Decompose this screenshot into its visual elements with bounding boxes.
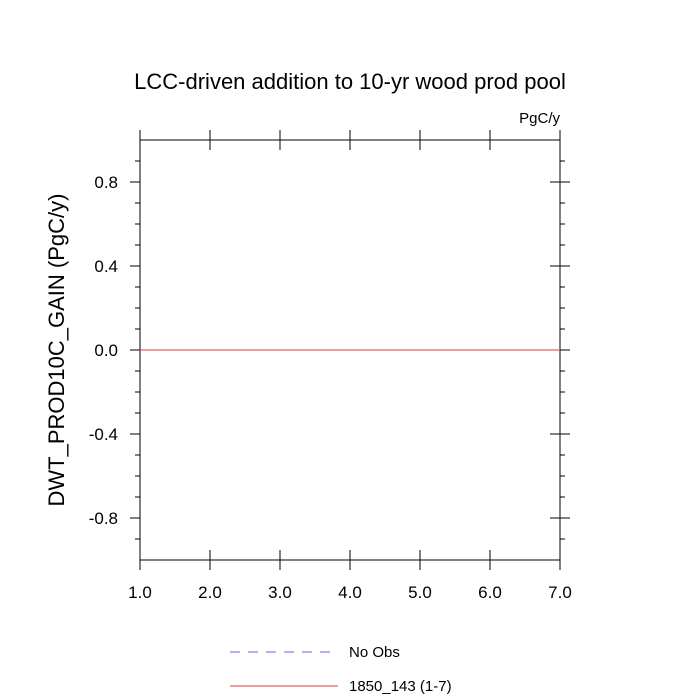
legend-label: 1850_143 (1-7) <box>349 678 452 695</box>
x-tick-label: 1.0 <box>128 583 152 602</box>
x-tick-label: 4.0 <box>338 583 362 602</box>
x-tick-label: 2.0 <box>198 583 222 602</box>
y-tick-label: 0.0 <box>94 341 118 360</box>
axis-ticks <box>130 130 570 570</box>
y-tick-label: -0.8 <box>89 509 118 528</box>
x-tick-label: 6.0 <box>478 583 502 602</box>
y-tick-label: -0.4 <box>89 425 118 444</box>
chart-title: LCC-driven addition to 10-yr wood prod p… <box>134 69 566 94</box>
x-tick-label: 3.0 <box>268 583 292 602</box>
x-tick-label: 5.0 <box>408 583 432 602</box>
y-tick-label: 0.8 <box>94 173 118 192</box>
y-tick-label: 0.4 <box>94 257 118 276</box>
units-label: PgC/y <box>519 110 560 127</box>
y-axis-label: DWT_PROD10C_GAIN (PgC/y) <box>44 194 69 507</box>
x-tick-label: 7.0 <box>548 583 572 602</box>
axis-tick-labels: 1.0 2.0 3.0 4.0 5.0 6.0 7.0 -0.8 -0.4 0.0 0.4 0.8 <box>89 173 572 602</box>
legend: No Obs 1850_143 (1-7) <box>230 644 452 695</box>
legend-label: No Obs <box>349 644 400 661</box>
